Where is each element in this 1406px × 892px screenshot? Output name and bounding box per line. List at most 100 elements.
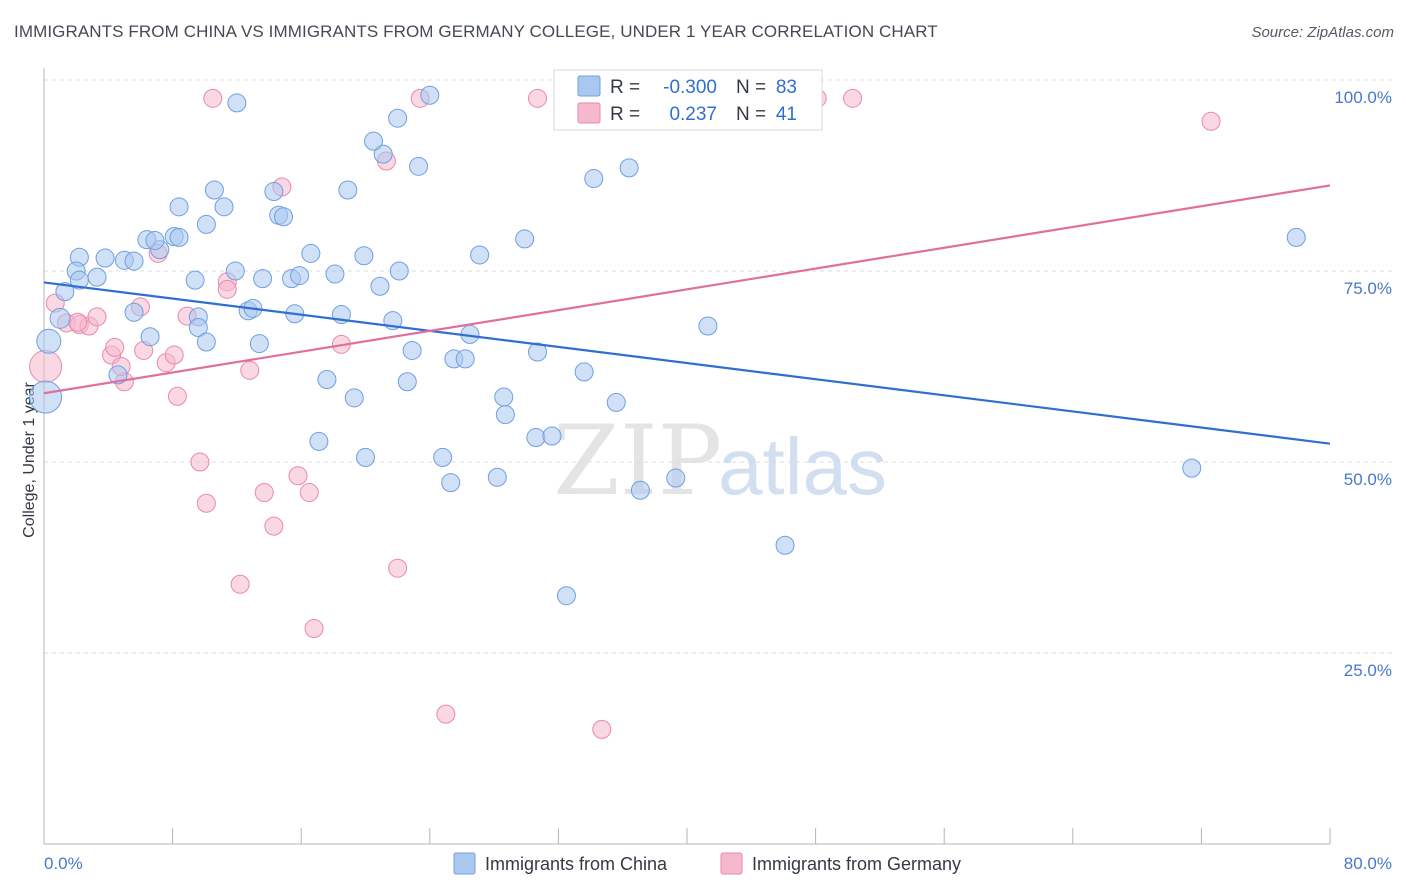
china-point — [214, 197, 234, 217]
legend-germany-swatch — [720, 852, 743, 875]
china-point — [196, 214, 216, 234]
germany-point — [388, 558, 408, 578]
china-swatch — [577, 75, 601, 97]
germany-point — [436, 704, 456, 724]
germany-point — [528, 88, 548, 108]
china-point — [364, 131, 384, 151]
china-point — [397, 372, 417, 392]
china-point — [204, 180, 224, 200]
germany-point — [230, 574, 250, 594]
china-point — [373, 144, 393, 164]
china-point — [227, 93, 247, 113]
china-point — [515, 229, 535, 249]
germany-point — [843, 88, 863, 108]
stats-box: R = -0.300 N = 83 R = 0.237 N = 41 — [553, 69, 823, 131]
china-point — [55, 282, 75, 302]
germany-r-value: 0.237 — [669, 104, 717, 125]
china-point — [574, 362, 594, 382]
china-trend-line — [43, 281, 1331, 445]
china-point — [309, 431, 329, 451]
china-point — [556, 586, 576, 606]
x-tick-label-min: 0.0% — [44, 854, 83, 873]
china-point — [188, 318, 208, 338]
germany-n-value: 41 — [776, 104, 797, 125]
china-point — [356, 447, 375, 467]
china-n-label: N = — [736, 77, 766, 98]
china-point — [249, 334, 269, 354]
china-point — [455, 349, 475, 369]
germany-point — [1201, 111, 1221, 131]
source-label: Source: ZipAtlas.com — [1251, 24, 1394, 41]
china-point — [584, 169, 604, 189]
china-point — [29, 380, 63, 414]
watermark-zip: ZIP — [553, 405, 722, 517]
china-point — [124, 251, 144, 271]
china-point — [494, 387, 514, 407]
china-point — [185, 270, 205, 290]
china-point — [325, 264, 345, 284]
china-point — [775, 535, 795, 555]
legend-germany-label: Immigrants from Germany — [752, 854, 961, 874]
legend: Immigrants from China Immigrants from Ge… — [453, 852, 961, 875]
germany-point — [68, 312, 88, 332]
china-point — [49, 307, 71, 329]
germany-point — [592, 719, 612, 739]
china-point — [1182, 458, 1202, 478]
germany-point — [304, 619, 324, 639]
china-point — [225, 261, 245, 281]
germany-r-label: R = — [610, 104, 640, 125]
germany-point — [190, 452, 210, 472]
germany-point — [299, 483, 319, 503]
germany-trend-line — [43, 184, 1331, 395]
china-r-label: R = — [610, 77, 640, 98]
germany-point — [167, 386, 187, 406]
china-point — [495, 405, 515, 425]
china-point — [666, 468, 686, 488]
y-axis-label: College, Under 1 year — [21, 382, 38, 538]
china-point — [274, 207, 294, 227]
germany-point — [254, 483, 274, 503]
germany-point — [29, 350, 63, 383]
y-tick-label: 100.0% — [1334, 88, 1392, 107]
y-tick-label: 50.0% — [1344, 470, 1392, 489]
china-point — [196, 332, 216, 352]
china-point — [526, 428, 546, 448]
china-point — [542, 426, 562, 446]
china-point — [264, 182, 284, 202]
china-point — [698, 316, 718, 336]
china-point — [433, 447, 453, 467]
y-tick-labels: 100.0% 75.0% 50.0% 25.0% — [1334, 88, 1392, 680]
germany-point — [196, 493, 216, 513]
china-point — [619, 158, 639, 178]
legend-china-label: Immigrants from China — [485, 854, 668, 874]
china-point — [140, 327, 160, 347]
chart-title: IMMIGRANTS FROM CHINA VS IMMIGRANTS FROM… — [14, 22, 938, 41]
germany-n-label: N = — [736, 104, 766, 125]
china-points — [29, 85, 1306, 606]
y-tick-label: 75.0% — [1344, 279, 1392, 298]
germany-point — [105, 337, 125, 357]
china-point — [470, 245, 490, 265]
china-point — [528, 342, 548, 362]
china-point — [317, 369, 337, 389]
china-point — [441, 473, 461, 493]
x-tick-marks — [43, 828, 1331, 844]
germany-point — [288, 466, 308, 486]
china-n-value: 83 — [776, 77, 797, 98]
china-point — [354, 246, 374, 266]
china-point — [290, 266, 310, 286]
china-point — [630, 480, 650, 500]
china-point — [301, 243, 321, 263]
china-point — [388, 108, 408, 128]
china-point — [1286, 227, 1306, 247]
germany-point — [203, 88, 223, 108]
china-point — [124, 302, 144, 322]
germany-swatch — [577, 102, 601, 124]
china-r-value: -0.300 — [663, 77, 717, 98]
china-point — [338, 180, 358, 200]
china-point — [420, 85, 440, 105]
china-point — [344, 388, 364, 408]
china-point — [145, 230, 165, 250]
china-point — [87, 267, 107, 287]
watermark-atlas: atlas — [718, 422, 887, 511]
